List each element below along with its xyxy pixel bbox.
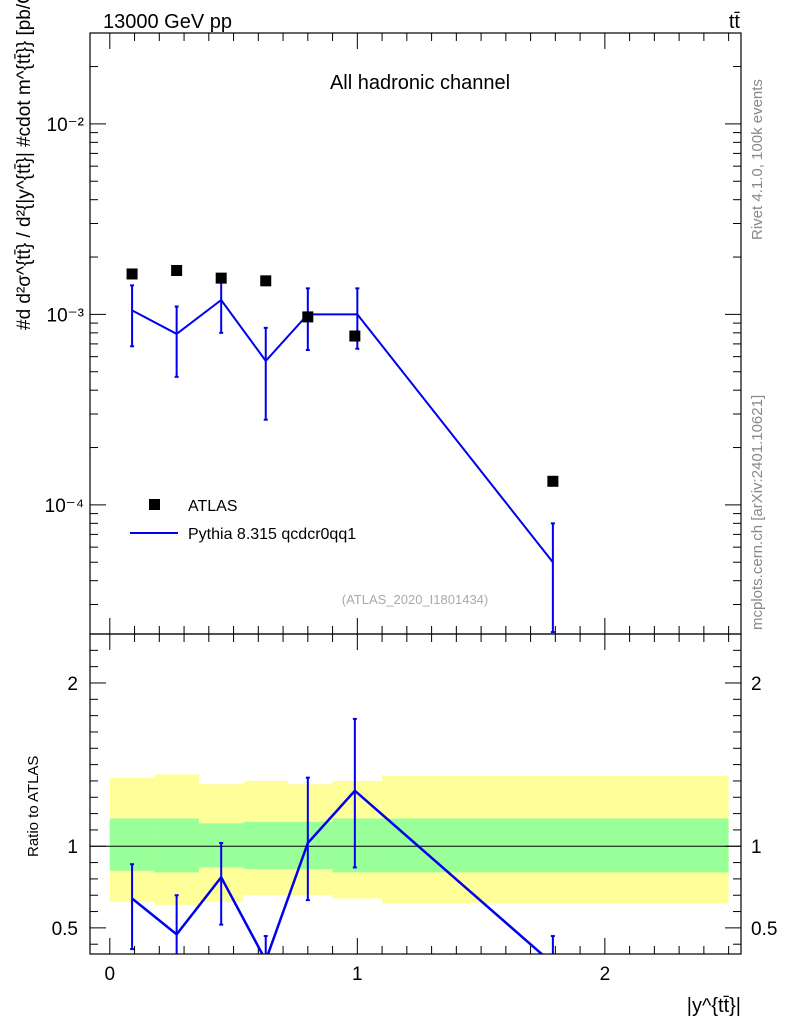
ratio-axis-ticks xyxy=(90,634,741,954)
ratio-y-axis-label: Ratio to ATLAS xyxy=(25,756,42,857)
ratio-y-tick-label-right: 1 xyxy=(751,837,762,858)
ratio-uncertainty-bands xyxy=(109,774,729,906)
ratio-mc-series xyxy=(130,717,555,954)
main-y-tick-label: 10⁻⁴ xyxy=(45,496,84,517)
x-axis-label: |y^{tt̄}| xyxy=(687,995,741,1017)
atlas-point-6 xyxy=(547,475,559,487)
ratio-y-tick-label-left: 1 xyxy=(67,837,78,858)
atlas-point-5 xyxy=(349,330,361,342)
atlas-point-3 xyxy=(260,275,272,287)
band-stat-bin-6 xyxy=(382,818,729,873)
main-axis-ticks xyxy=(90,32,741,634)
main-mc-series xyxy=(130,275,555,634)
main-atlas-series xyxy=(126,264,559,487)
ratio-x-tick-label: 2 xyxy=(600,964,611,985)
band-stat-bin-5 xyxy=(332,818,383,873)
ratio-y-tick-label-left: 2 xyxy=(67,674,78,695)
band-stat-bin-0 xyxy=(109,818,155,871)
legend-atlas-label: ATLAS xyxy=(188,498,238,515)
main-y-tick-labels: 10⁻² 10⁻³ 10⁻⁴ xyxy=(45,115,84,517)
main-panel-frame xyxy=(89,32,742,635)
energy-label: 13000 GeV pp xyxy=(103,11,232,33)
ratio-panel-frame xyxy=(89,633,742,955)
band-stat-bin-1 xyxy=(154,818,199,873)
ratio-x-tick-label: 0 xyxy=(105,964,116,985)
rivet-info: Rivet 4.1.0, 100k events xyxy=(749,79,766,240)
legend-mc-label: Pythia 8.315 qcdcr0qq1 xyxy=(188,526,356,543)
ratio-y-tick-label-right: 0.5 xyxy=(751,919,777,940)
channel-label: All hadronic channel xyxy=(330,72,510,94)
ratio-y-tick-label-left: 0.5 xyxy=(52,919,78,940)
ratio-y-tick-label-right: 2 xyxy=(751,674,762,695)
main-y-tick-label: 10⁻² xyxy=(47,115,85,136)
legend-atlas-marker xyxy=(149,499,160,510)
legend: ATLAS Pythia 8.315 qcdcr0qq1 xyxy=(130,498,356,543)
ratio-x-tick-labels: 0 1 2 xyxy=(105,964,611,985)
analysis-id: (ATLAS_2020_I1801434) xyxy=(342,592,488,607)
main-y-axis-label: #d d²σ^{tt̄} / d²{|y^{tt̄}| #cdot m^{tt̄… xyxy=(14,0,35,330)
atlas-point-4 xyxy=(302,311,314,323)
process-label: tt̄ xyxy=(729,11,741,33)
ratio-y-tick-labels: 0.5 0.5 1 1 2 2 xyxy=(52,674,778,940)
main-y-tick-label: 10⁻³ xyxy=(47,305,85,326)
band-stat-bin-4 xyxy=(288,821,333,870)
band-stat-bin-3 xyxy=(243,821,289,870)
atlas-point-2 xyxy=(215,272,227,284)
atlas-point-0 xyxy=(126,268,138,280)
atlas-point-1 xyxy=(171,264,183,276)
mc-line xyxy=(131,298,554,563)
mcplots-info: mcplots.cern.ch [arXiv:2401.10621] xyxy=(749,395,766,630)
ratio-x-tick-label: 1 xyxy=(352,964,363,985)
